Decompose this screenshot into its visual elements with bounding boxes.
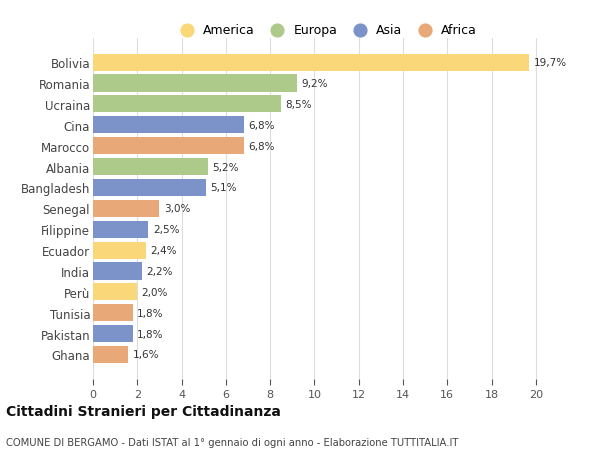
Bar: [93, 284, 137, 301]
Bar: [93, 96, 281, 113]
Text: 2,4%: 2,4%: [151, 246, 177, 256]
Bar: [93, 346, 128, 363]
Text: 5,2%: 5,2%: [212, 162, 239, 172]
Text: 2,2%: 2,2%: [146, 266, 173, 276]
Text: 5,1%: 5,1%: [211, 183, 237, 193]
Text: 1,8%: 1,8%: [137, 308, 164, 318]
Bar: [93, 179, 206, 196]
Bar: [93, 138, 244, 155]
Text: 1,8%: 1,8%: [137, 329, 164, 339]
Bar: [93, 221, 148, 238]
Text: 9,2%: 9,2%: [301, 79, 328, 89]
Bar: [93, 55, 529, 72]
Bar: [93, 242, 146, 259]
Legend: America, Europa, Asia, Africa: America, Europa, Asia, Africa: [172, 22, 479, 39]
Text: Cittadini Stranieri per Cittadinanza: Cittadini Stranieri per Cittadinanza: [6, 404, 281, 419]
Text: 8,5%: 8,5%: [286, 100, 312, 110]
Bar: [93, 75, 297, 92]
Text: 6,8%: 6,8%: [248, 121, 275, 130]
Bar: [93, 117, 244, 134]
Bar: [93, 263, 142, 280]
Text: 6,8%: 6,8%: [248, 141, 275, 151]
Text: 2,0%: 2,0%: [142, 287, 168, 297]
Bar: [93, 200, 160, 218]
Text: 1,6%: 1,6%: [133, 350, 160, 360]
Bar: [93, 304, 133, 322]
Text: 2,5%: 2,5%: [153, 225, 179, 235]
Bar: [93, 159, 208, 176]
Bar: [93, 325, 133, 342]
Text: 19,7%: 19,7%: [533, 58, 567, 68]
Text: 3,0%: 3,0%: [164, 204, 190, 214]
Text: COMUNE DI BERGAMO - Dati ISTAT al 1° gennaio di ogni anno - Elaborazione TUTTITA: COMUNE DI BERGAMO - Dati ISTAT al 1° gen…: [6, 437, 458, 447]
